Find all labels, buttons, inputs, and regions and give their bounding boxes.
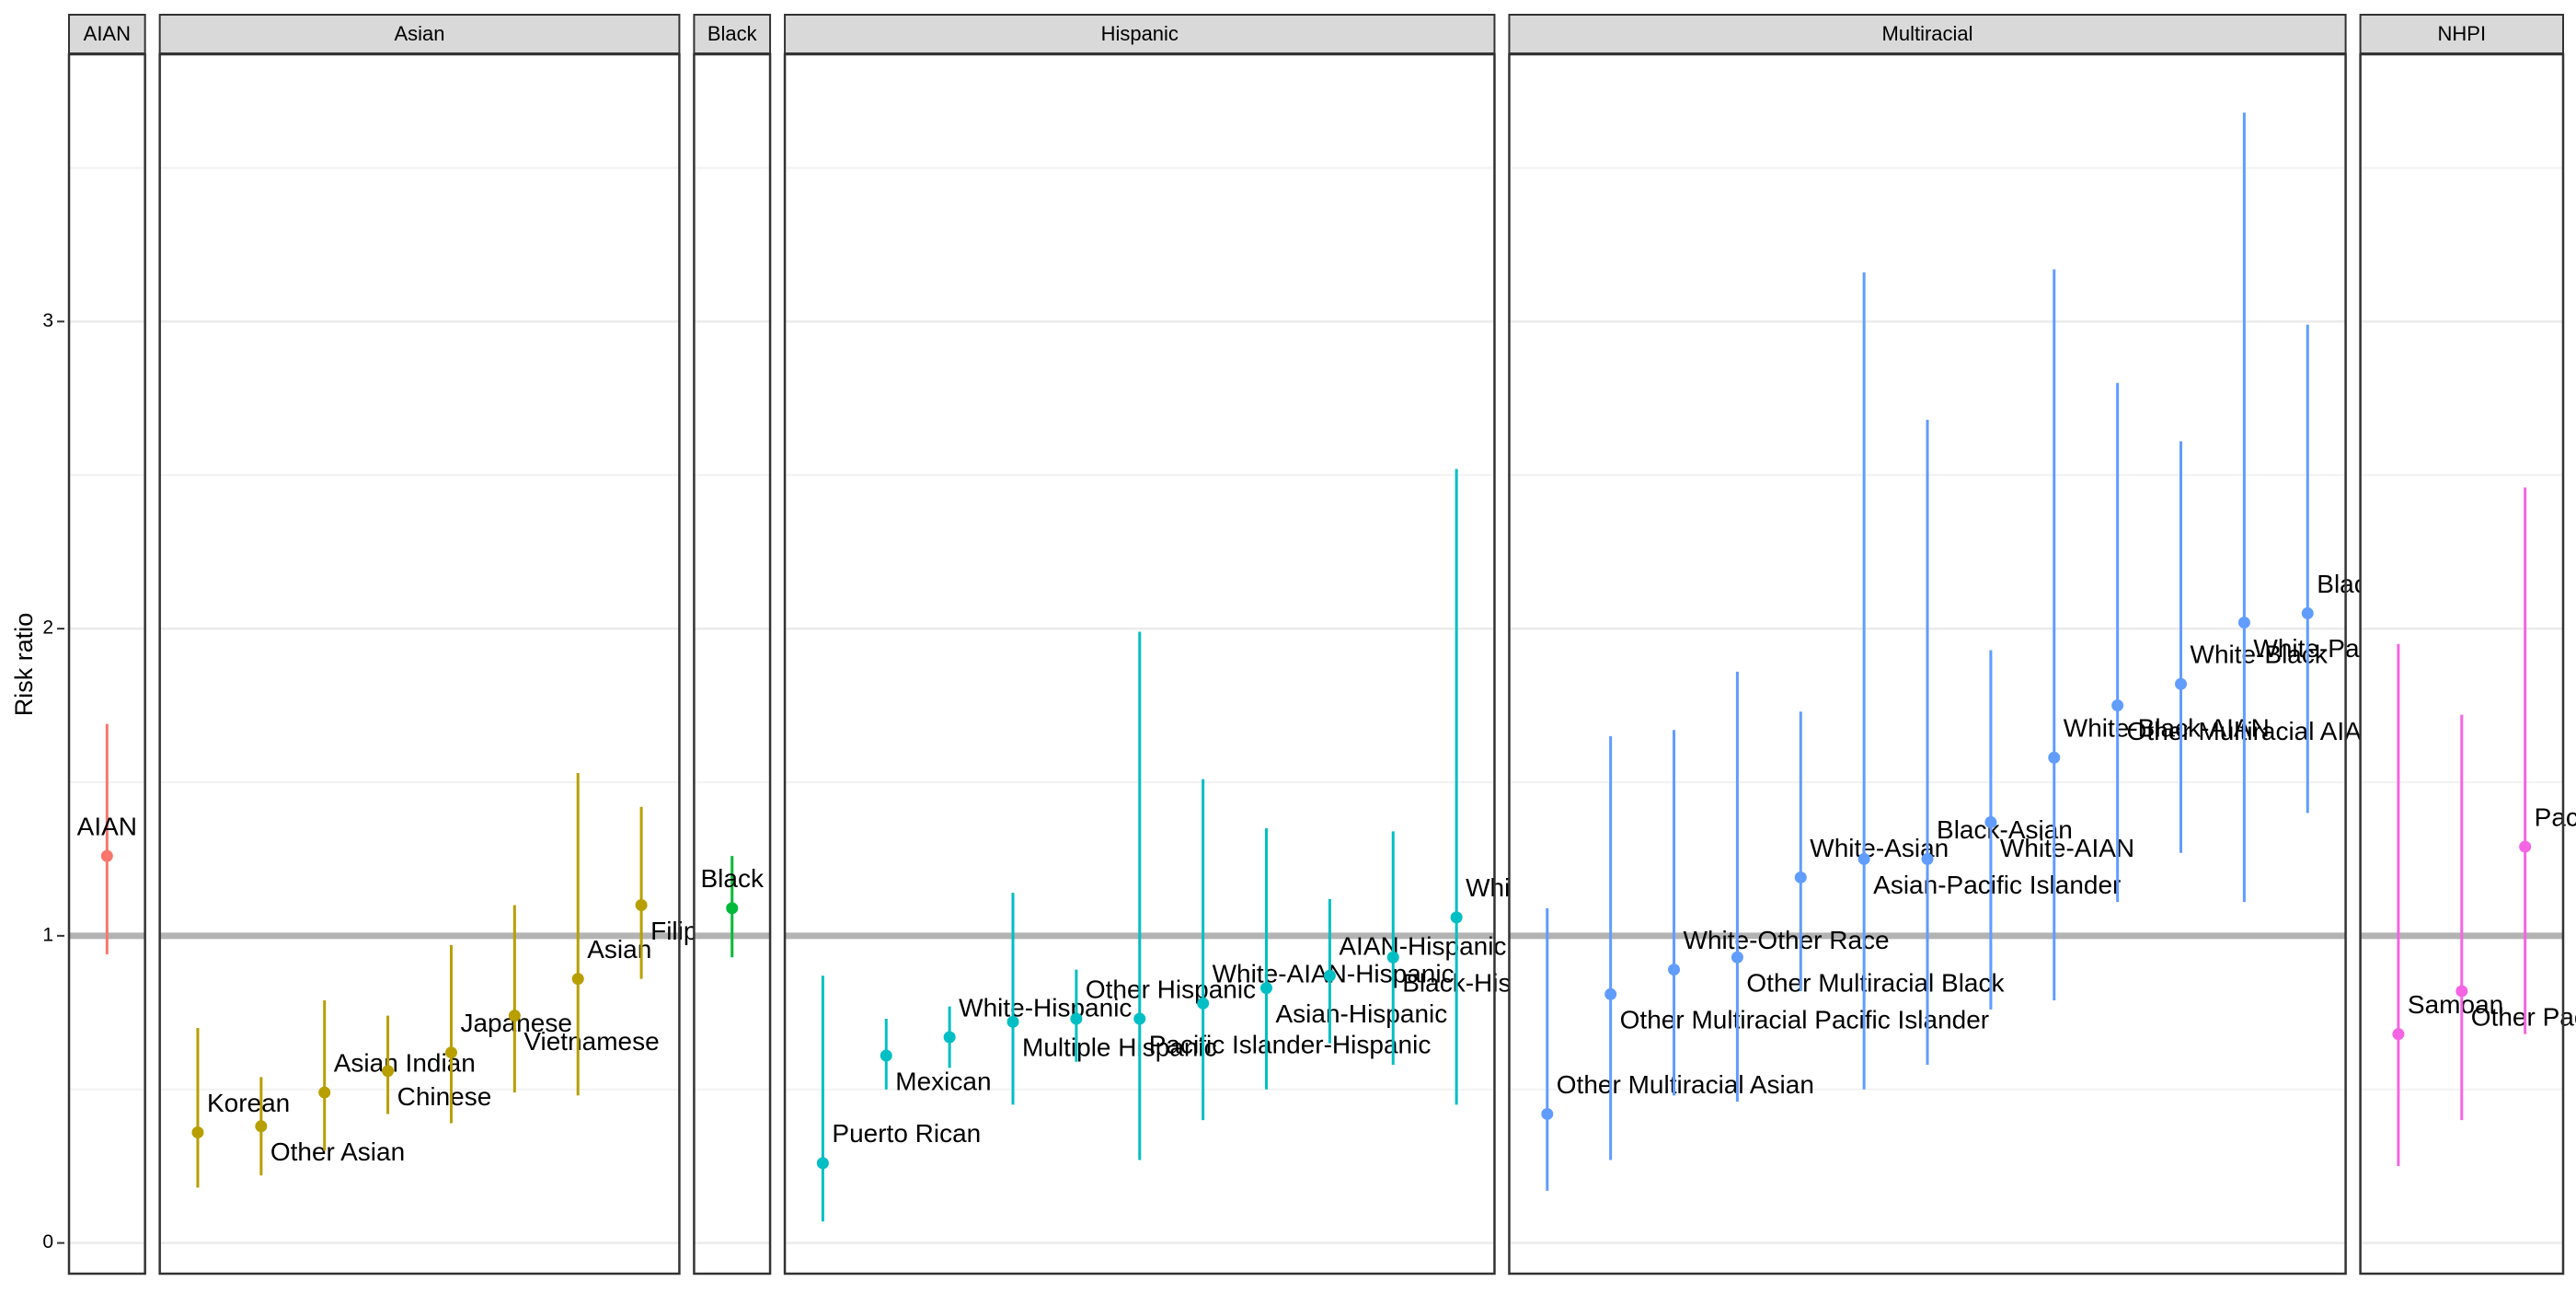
point (943, 1031, 956, 1044)
point-label: Vietnamese (523, 1027, 659, 1056)
point-label: Other Pacific Islander (2471, 1002, 2576, 1031)
point-label: White-Black (2191, 641, 2329, 669)
strip (1508, 14, 2347, 54)
panel (694, 54, 771, 1274)
point (318, 1086, 331, 1099)
y-axis-title: Risk ratio (10, 613, 38, 717)
point (1197, 997, 1210, 1010)
point-label: Other Asian (270, 1137, 405, 1166)
strip-label: Multiracial (1882, 22, 1973, 45)
strip (2359, 14, 2564, 54)
point (2301, 606, 2314, 619)
point (1006, 1015, 1019, 1028)
point (508, 1010, 521, 1022)
point (1070, 1012, 1083, 1025)
point (1731, 951, 1743, 964)
point (571, 973, 584, 986)
point-label: Other Hispanic (1086, 975, 1256, 1003)
point (2175, 677, 2188, 690)
point (255, 1120, 268, 1133)
point-label: White-AIAN (2000, 834, 2134, 862)
strip (693, 14, 772, 54)
panel (159, 54, 680, 1274)
point-label: Mexican (895, 1067, 991, 1095)
point (1386, 951, 1399, 964)
strip-label: AIAN (84, 22, 131, 45)
y-tick-label: 2 (42, 618, 53, 639)
point (1260, 982, 1273, 995)
y-tick-label: 1 (42, 924, 53, 945)
point-label: AIAN-Hispanic (1339, 932, 1506, 961)
point-label: Asian-Pacific Islander (1873, 871, 2121, 899)
point-label: Puerto Rican (832, 1119, 981, 1148)
strip-label: Hispanic (1101, 22, 1179, 45)
point (1794, 871, 1807, 883)
point (1133, 1012, 1146, 1025)
point (726, 902, 739, 915)
point (2237, 616, 2250, 629)
point (191, 1126, 204, 1138)
point (2392, 1028, 2405, 1041)
point-label: White-Other Race (1684, 926, 1890, 954)
point (1323, 969, 1336, 982)
point-label: Multiple Hispanic (1022, 1033, 1217, 1062)
point (1541, 1107, 1554, 1120)
point (1857, 852, 1870, 865)
point-label: White-Black-AIAN (2064, 714, 2270, 743)
point-label: Korean (207, 1089, 290, 1117)
point (444, 1046, 457, 1059)
point (100, 849, 113, 862)
point-label: Other Multiracial AIAN (2127, 717, 2380, 745)
y-tick-label: 3 (42, 310, 53, 331)
point-label: Black (701, 864, 765, 893)
panel (69, 54, 145, 1274)
point-label: White-Hispanic (959, 993, 1132, 1022)
strip-label: Asian (395, 22, 445, 45)
point (816, 1157, 829, 1170)
point-label: Other Multiracial Black (1746, 969, 2005, 998)
point (1604, 987, 1617, 1000)
point-label: Chinese (397, 1082, 492, 1111)
strip-label: NHPI (2438, 22, 2487, 45)
point (1450, 911, 1463, 924)
point (1668, 964, 1681, 976)
point-label: Pacific Islander (2535, 802, 2576, 831)
strip (68, 14, 146, 54)
point (880, 1049, 892, 1062)
point (2048, 751, 2061, 764)
point (2455, 985, 2468, 998)
point-label: Other Multiracial Asian (1557, 1070, 1814, 1099)
point-label: Asian-Hispanic (1276, 999, 1448, 1028)
point-label: AIAN (77, 812, 137, 840)
point-label: Samoan (2408, 990, 2503, 1019)
strip (158, 14, 681, 54)
point (635, 898, 648, 911)
point (1984, 815, 1997, 828)
point-label: Black-Asian (1937, 815, 2073, 844)
point-label: Pacific Islander-Hispanic (1149, 1030, 1432, 1058)
y-tick-label: 0 (42, 1231, 53, 1253)
point (382, 1065, 395, 1078)
point (2519, 840, 2532, 853)
point (2111, 699, 2124, 712)
strip (784, 14, 1496, 54)
point (1921, 852, 1934, 865)
strip-label: Black (707, 22, 758, 45)
